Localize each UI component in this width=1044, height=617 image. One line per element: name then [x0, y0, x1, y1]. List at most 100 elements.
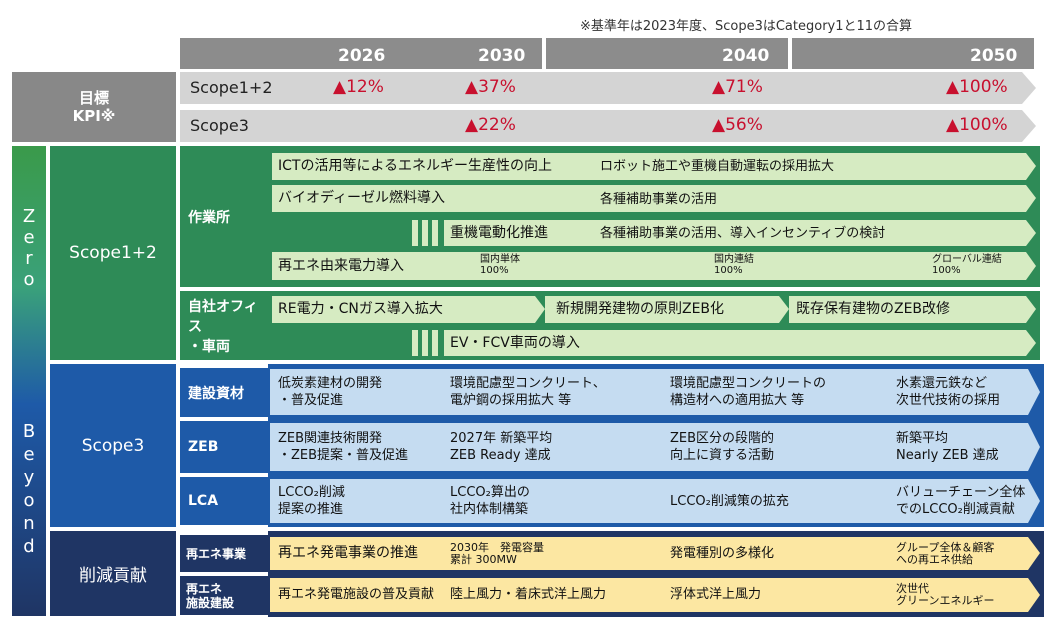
- facility-c4-line2: グリーンエネルギー: [896, 594, 995, 607]
- zeb-c1-line2: ・ZEB提案・普及促進: [278, 448, 409, 463]
- zeb-c3: ZEB区分の段階的 向上に資する活動: [670, 430, 774, 464]
- beyond-char: B: [22, 421, 36, 442]
- lca-c2-line2: 社内体制構築: [450, 502, 529, 517]
- renewable-c3: 発電種別の多様化: [670, 546, 775, 561]
- kpi-label: 目標 KPI※: [12, 72, 176, 142]
- baseline-note: ※基準年は2023年度、Scope3はCategory1と11の合算: [580, 19, 913, 34]
- office-label-line2: ・車両: [188, 338, 230, 355]
- lca-c1-line2: 提案の推進: [278, 502, 344, 517]
- milestone-domestic-consolidated-value: 100%: [714, 265, 743, 276]
- materials-c4: 水素還元鉄など 次世代技術の採用: [896, 375, 1000, 409]
- milestone-domestic-consolidated-label: 国内連結: [714, 254, 754, 265]
- kpi-scope12-2030: ▲37%: [465, 77, 516, 97]
- year-2040: 2040: [722, 46, 770, 66]
- facility-label: 再エネ 施設建設: [180, 576, 268, 615]
- beyond-char: o: [23, 490, 35, 511]
- kpi-scope12-2040: ▲71%: [712, 77, 763, 97]
- facility-c4-line1: 次世代: [896, 582, 929, 595]
- renewable-c2-line1: 2030年 発電容量: [450, 541, 544, 554]
- kpi-scope12-label: Scope1+2: [190, 78, 273, 97]
- office-label-line1: 自社オフィス: [188, 298, 258, 335]
- zeb-label: ZEB: [180, 421, 268, 473]
- zeb-c2-line1: 2027年 新築平均: [450, 431, 553, 446]
- lca-c3: LCCO₂削減策の拡充: [670, 494, 789, 509]
- kpi-scope12-2050: ▲100%: [946, 77, 1008, 97]
- year-2026: 2026: [338, 46, 386, 66]
- office-new-zeb: 新規開発建物の原則ZEB化: [556, 301, 725, 317]
- materials-c1: 低炭素建材の開発 ・普及促進: [278, 375, 382, 409]
- facility-c2: 陸上風力・着床式洋上風力: [450, 587, 607, 602]
- lca-c2-line1: LCCO₂算出の: [450, 485, 530, 500]
- facility-c3: 浮体式洋上風力: [670, 587, 762, 602]
- lca-label: LCA: [180, 477, 268, 525]
- year-bar-2030: [180, 38, 542, 69]
- zeb-c3-line2: 向上に資する活動: [670, 448, 775, 463]
- kpi-arrows: [180, 72, 1036, 142]
- zeb-c2: 2027年 新築平均 ZEB Ready 達成: [450, 430, 552, 464]
- year-header: [180, 38, 1034, 69]
- renewable-label: 再エネ事業: [180, 535, 268, 572]
- zero-char: r: [25, 248, 33, 269]
- zeb-c3-line1: ZEB区分の段階的: [670, 431, 775, 446]
- beyond-char: e: [23, 444, 35, 465]
- renewable-c1: 再エネ発電事業の推進: [278, 545, 418, 561]
- lca-c4: バリューチェーン全体 でのLCCO₂削減貢献: [896, 484, 1025, 518]
- renewable-c4: グループ全体＆顧客 への再エネ供給: [896, 542, 994, 566]
- renewable-c4-line1: グループ全体＆顧客: [896, 541, 995, 554]
- worksite-electrify: 重機電動化推進: [450, 225, 548, 241]
- worksite-ict: ICTの活用等によるエネルギー生産性の向上: [278, 158, 553, 174]
- scope3-label: Scope3: [50, 364, 176, 527]
- materials-c3: 環境配慮型コンクリートの 構造材への適用拡大 等: [670, 375, 826, 409]
- zeb-c4-line2: Nearly ZEB 達成: [896, 448, 999, 463]
- kpi-scope12-2026: ▲12%: [333, 77, 384, 97]
- zeb-c2-line2: ZEB Ready 達成: [450, 448, 551, 463]
- milestone-domestic-single-value: 100%: [480, 265, 509, 276]
- milestone-global-consolidated-value: 100%: [932, 265, 961, 276]
- office-existing-zeb: 既存保有建物のZEB改修: [796, 301, 951, 317]
- year-bar-2050: [792, 38, 1034, 69]
- zeb-c1: ZEB関連技術開発 ・ZEB提案・普及促進: [278, 430, 408, 464]
- zeb-c4-line1: 新築平均: [896, 431, 949, 446]
- lca-c1: LCCO₂削減 提案の推進: [278, 484, 345, 518]
- materials-c4-line1: 水素還元鉄など: [896, 376, 988, 391]
- worksite-label: 作業所: [180, 146, 268, 287]
- year-2050: 2050: [970, 46, 1018, 66]
- scope12-label: Scope1+2: [50, 146, 176, 360]
- office-label: 自社オフィス ・車両: [180, 291, 268, 360]
- materials-c2: 環境配慮型コンクリート、 電炉鋼の採用拡大 等: [450, 375, 606, 409]
- zero-char: e: [23, 227, 35, 248]
- lca-c1-line1: LCCO₂削減: [278, 485, 345, 500]
- kpi-scope3-2040: ▲56%: [712, 115, 763, 135]
- beyond-char: n: [23, 513, 35, 534]
- zero-char: o: [23, 269, 35, 290]
- beyond-text: B e y o n d: [12, 420, 46, 558]
- renewable-c4-line2: への再エネ供給: [896, 553, 973, 566]
- worksite-renewable-power: 再エネ由来電力導入: [278, 258, 404, 274]
- contribution-label: 削減貢献: [50, 531, 176, 616]
- kpi-scope3-2030: ▲22%: [465, 115, 516, 135]
- materials-c1-line2: ・普及促進: [278, 393, 344, 408]
- beyond-char: d: [23, 536, 35, 557]
- milestone-domestic-single: 国内単体 100%: [480, 254, 520, 276]
- materials-label: 建設資材: [180, 368, 268, 417]
- milestone-global-consolidated: グローバル連結 100%: [932, 254, 1002, 276]
- materials-c3-line1: 環境配慮型コンクリートの: [670, 376, 827, 391]
- worksite-incentive: 各種補助事業の活用、導入インセンティブの検討: [600, 226, 886, 241]
- lca-c4-line1: バリューチェーン全体: [896, 485, 1026, 500]
- renewable-c2-line2: 累計 300MW: [450, 553, 517, 566]
- facility-label-line1: 再エネ: [186, 581, 223, 596]
- kpi-label-line1: 目標: [78, 89, 109, 107]
- facility-label-line2: 施設建設: [186, 595, 235, 610]
- kpi-scope3-label: Scope3: [190, 116, 249, 135]
- zeb-c4: 新築平均 Nearly ZEB 達成: [896, 430, 999, 464]
- year-bar-2040: [546, 38, 788, 69]
- facility-c1: 再エネ発電施設の普及貢献: [278, 587, 435, 602]
- zero-char: Z: [22, 206, 36, 227]
- year-2030: 2030: [478, 46, 526, 66]
- kpi-scope3-2050: ▲100%: [946, 115, 1008, 135]
- milestone-domestic-consolidated: 国内連結 100%: [714, 254, 754, 276]
- materials-c3-line2: 構造材への適用拡大 等: [670, 393, 805, 408]
- office-re-power: RE電力・CNガス導入拡大: [278, 301, 443, 317]
